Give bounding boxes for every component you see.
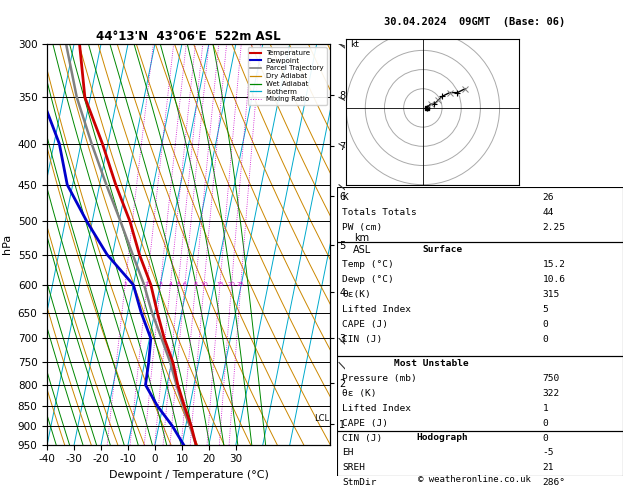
Text: 5: 5 xyxy=(176,282,181,287)
Text: CAPE (J): CAPE (J) xyxy=(342,320,388,329)
Text: 20: 20 xyxy=(228,282,235,287)
Text: 15.2: 15.2 xyxy=(543,260,565,269)
Text: 750: 750 xyxy=(543,374,560,383)
Text: EH: EH xyxy=(342,448,353,457)
Text: Most Unstable: Most Unstable xyxy=(394,359,469,368)
Text: 1: 1 xyxy=(543,404,548,413)
Text: -5: -5 xyxy=(543,448,554,457)
Text: Pressure (mb): Pressure (mb) xyxy=(342,374,417,383)
Text: Dewp (°C): Dewp (°C) xyxy=(342,275,394,284)
Text: CIN (J): CIN (J) xyxy=(342,434,382,443)
Text: 15: 15 xyxy=(216,282,224,287)
Text: 25: 25 xyxy=(237,282,245,287)
Text: 21: 21 xyxy=(543,463,554,472)
Text: 10.6: 10.6 xyxy=(543,275,565,284)
Text: 0: 0 xyxy=(543,320,548,329)
Text: LCL: LCL xyxy=(314,414,330,422)
Text: StmDir: StmDir xyxy=(342,478,377,486)
Text: Lifted Index: Lifted Index xyxy=(342,404,411,413)
Text: 2.25: 2.25 xyxy=(543,223,565,232)
Text: 26: 26 xyxy=(543,193,554,202)
Text: 4: 4 xyxy=(169,282,172,287)
Text: Hodograph: Hodograph xyxy=(416,433,469,442)
Text: Temp (°C): Temp (°C) xyxy=(342,260,394,269)
Text: 6: 6 xyxy=(183,282,187,287)
Text: 8: 8 xyxy=(194,282,198,287)
Text: © weatheronline.co.uk: © weatheronline.co.uk xyxy=(418,474,532,484)
Text: kt: kt xyxy=(350,39,359,49)
X-axis label: Dewpoint / Temperature (°C): Dewpoint / Temperature (°C) xyxy=(109,470,269,480)
Legend: Temperature, Dewpoint, Parcel Trajectory, Dry Adiabat, Wet Adiabat, Isotherm, Mi: Temperature, Dewpoint, Parcel Trajectory… xyxy=(248,47,326,105)
Text: SREH: SREH xyxy=(342,463,365,472)
Text: 0: 0 xyxy=(543,434,548,443)
Text: 315: 315 xyxy=(543,290,560,299)
Title: 44°13'N  43°06'E  522m ASL: 44°13'N 43°06'E 522m ASL xyxy=(96,30,281,43)
Text: CAPE (J): CAPE (J) xyxy=(342,419,388,428)
Text: PW (cm): PW (cm) xyxy=(342,223,382,232)
Text: Lifted Index: Lifted Index xyxy=(342,305,411,314)
Text: 0: 0 xyxy=(543,419,548,428)
Text: 286°: 286° xyxy=(543,478,565,486)
Y-axis label: hPa: hPa xyxy=(2,234,12,254)
Text: 44: 44 xyxy=(543,208,554,217)
Text: 30.04.2024  09GMT  (Base: 06): 30.04.2024 09GMT (Base: 06) xyxy=(384,17,565,27)
Text: θε(K): θε(K) xyxy=(342,290,371,299)
Text: 322: 322 xyxy=(543,389,560,398)
Text: 1: 1 xyxy=(123,282,127,287)
Text: Totals Totals: Totals Totals xyxy=(342,208,417,217)
Text: CIN (J): CIN (J) xyxy=(342,335,382,344)
Text: 0: 0 xyxy=(543,335,548,344)
Text: θε (K): θε (K) xyxy=(342,389,377,398)
Text: Surface: Surface xyxy=(423,245,462,254)
Text: K: K xyxy=(342,193,348,202)
Text: 3: 3 xyxy=(159,282,162,287)
Text: 2: 2 xyxy=(145,282,149,287)
Text: 5: 5 xyxy=(543,305,548,314)
Y-axis label: km
ASL: km ASL xyxy=(353,233,371,255)
Text: 10: 10 xyxy=(200,282,208,287)
